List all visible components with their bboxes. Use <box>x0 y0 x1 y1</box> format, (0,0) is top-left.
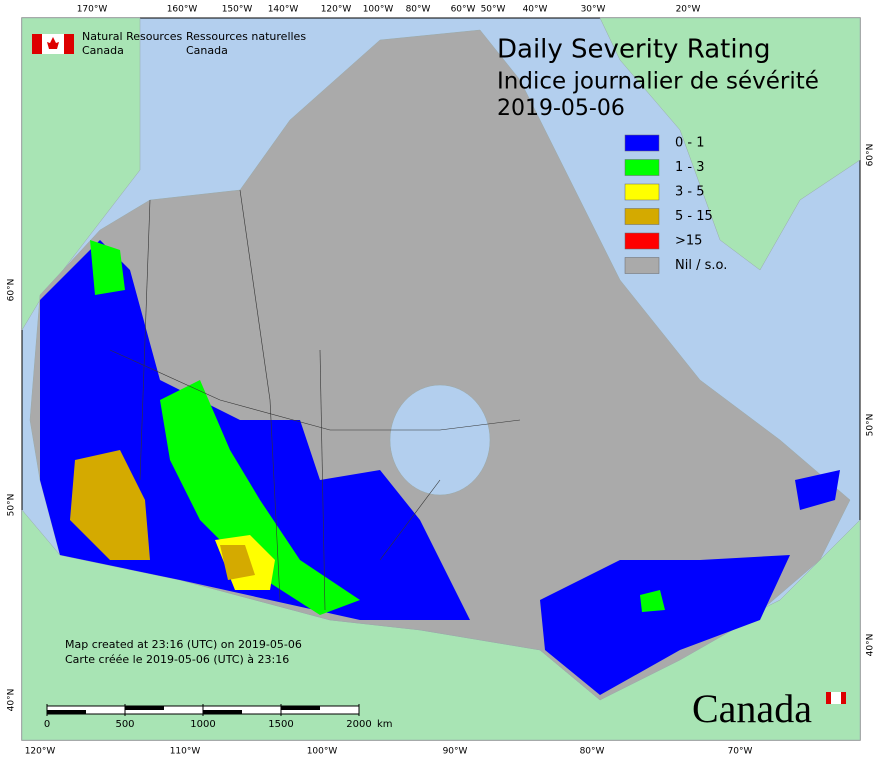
border <box>109 349 521 431</box>
title: Daily Severity Rating <box>497 35 771 65</box>
legend-swatch <box>624 257 660 274</box>
longitude-label: 80°W <box>580 747 605 757</box>
agency-en: Canada <box>82 44 124 57</box>
longitude-label: 100°W <box>307 747 338 757</box>
legend-swatch <box>624 232 660 250</box>
longitude-label: 140°W <box>268 5 299 15</box>
alaska <box>21 17 141 331</box>
legend-swatch <box>624 134 660 152</box>
latitude-label: 40°N <box>866 634 876 657</box>
title: Indice journalier de sévérité <box>497 69 819 95</box>
longitude-label: 160°W <box>167 5 198 15</box>
land <box>21 17 861 741</box>
note: Map created at 23:16 (UTC) on 2019-05-06 <box>65 638 302 651</box>
latitude-label: 60°N <box>866 144 876 167</box>
border <box>139 199 151 481</box>
agency-fr: Canada <box>186 44 228 57</box>
latitude-label: 50°N <box>866 414 876 437</box>
wordmark: Canada <box>692 686 812 731</box>
longitude-label: 100°W <box>363 5 394 15</box>
longitude-label: 150°W <box>222 5 253 15</box>
longitude-label: 170°W <box>77 5 108 15</box>
border <box>379 479 441 561</box>
latitude-label: 50°N <box>7 494 17 517</box>
longitude-label: 120°W <box>25 747 56 757</box>
legend-label: 5 - 15 <box>675 209 713 224</box>
longitude-label: 90°W <box>443 747 468 757</box>
legend-label: 3 - 5 <box>675 185 705 200</box>
longitude-label: 110°W <box>170 747 201 757</box>
rating-area <box>70 450 150 560</box>
note: Carte créée le 2019-05-06 (UTC) à 23:16 <box>65 653 289 666</box>
flag <box>32 34 74 54</box>
scale-segment <box>281 706 320 710</box>
scale-label: 0 <box>44 719 50 730</box>
border <box>319 349 326 611</box>
greenland <box>599 17 861 271</box>
rating-area <box>220 545 255 580</box>
legend-label: Nil / s.o. <box>675 258 727 273</box>
rating-area <box>40 240 470 620</box>
rating-area <box>795 470 840 510</box>
longitude-label: 80°W <box>406 5 431 15</box>
legend-label: >15 <box>675 234 702 249</box>
longitude-label: 20°W <box>676 5 701 15</box>
legend-label: 1 - 3 <box>675 160 705 175</box>
flag-bar <box>64 34 74 54</box>
legend-swatch <box>624 208 660 225</box>
rating-area <box>640 590 665 612</box>
scale-label: 1000 <box>190 719 215 730</box>
longitude-label: 50°W <box>481 5 506 15</box>
legend-swatch <box>624 183 660 201</box>
scale-segment <box>203 710 242 714</box>
hudson-bay <box>389 384 491 496</box>
scale-segment <box>47 710 86 714</box>
longitude-label: 120°W <box>321 5 352 15</box>
longitude-label: 30°W <box>581 5 606 15</box>
scale-segment <box>125 706 164 710</box>
scale-label: 2000 <box>346 719 371 730</box>
rating-area <box>540 555 790 695</box>
latitude-label: 60°N <box>7 279 17 302</box>
title: 2019-05-06 <box>497 96 625 121</box>
border <box>239 189 281 601</box>
agency-fr: Ressources naturelles <box>186 30 306 43</box>
longitude-label: 60°W <box>451 5 476 15</box>
scale-unit: km <box>377 719 393 730</box>
longitude-label: 40°W <box>523 5 548 15</box>
flag-leaf <box>47 37 59 49</box>
agency-en: Natural Resources <box>82 30 183 43</box>
rating-area <box>90 240 125 295</box>
rating-area <box>160 380 360 615</box>
wordmark-flag <box>826 692 831 704</box>
scale-label: 1500 <box>268 719 293 730</box>
flag-bar <box>32 34 42 54</box>
borders <box>109 189 521 611</box>
legend-label: 0 - 1 <box>675 136 705 151</box>
legend-swatch <box>624 159 660 176</box>
latitude-label: 40°N <box>7 689 17 712</box>
scale-label: 500 <box>115 719 134 730</box>
wordmark-flag <box>841 692 846 704</box>
longitude-label: 70°W <box>728 747 753 757</box>
